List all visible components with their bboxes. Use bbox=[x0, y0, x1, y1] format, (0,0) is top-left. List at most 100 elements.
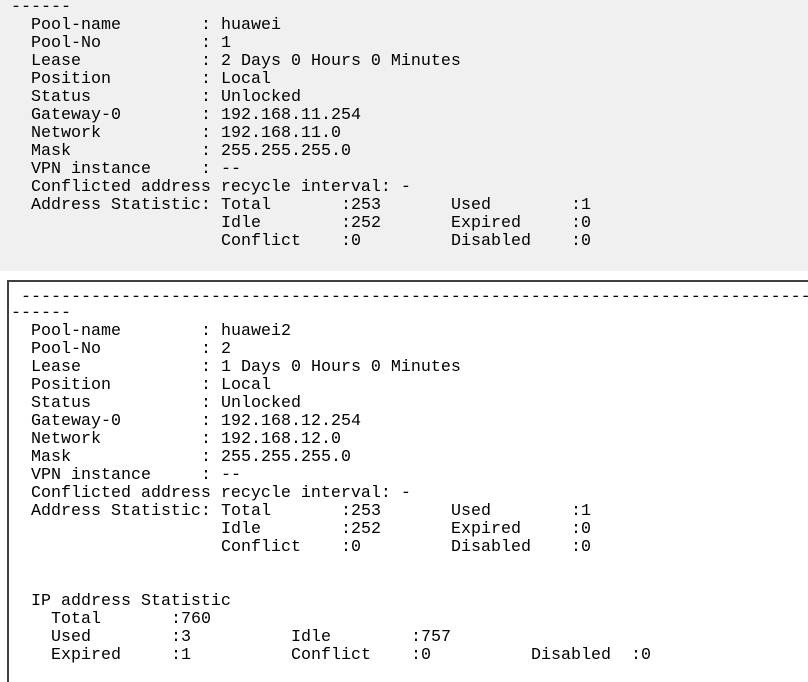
field-value-status: Unlocked bbox=[221, 394, 301, 413]
field-label-pool-name: Pool-name bbox=[31, 16, 121, 35]
ip-stat-label-used: Used bbox=[51, 628, 91, 647]
field-value-pool-no: 1 bbox=[221, 34, 231, 53]
field-colon: : bbox=[201, 394, 211, 413]
field-label-pool-no: Pool-No bbox=[31, 34, 101, 53]
field-label-mask: Mask bbox=[31, 142, 71, 161]
stat-label-used: Used bbox=[451, 196, 491, 215]
field-colon: : bbox=[201, 142, 211, 161]
short-divider: ------ bbox=[11, 304, 71, 323]
ip-stat-value-idle: :757 bbox=[411, 628, 451, 647]
field-colon: : bbox=[201, 52, 211, 71]
field-label-status: Status bbox=[31, 88, 91, 107]
stat-label-expired: Expired bbox=[451, 214, 521, 233]
field-value-gateway: 192.168.12.254 bbox=[221, 412, 361, 431]
ip-stat-label-expired: Expired bbox=[51, 646, 121, 665]
stat-value-conflict: :0 bbox=[341, 538, 361, 557]
field-label-network: Network bbox=[31, 430, 101, 449]
ip-stat-value-conflict: :0 bbox=[411, 646, 431, 665]
field-colon: : bbox=[201, 106, 211, 125]
field-label-lease: Lease bbox=[31, 52, 81, 71]
field-value-vpn: -- bbox=[221, 466, 241, 485]
stat-value-disabled: :0 bbox=[571, 232, 591, 251]
field-value-mask: 255.255.255.0 bbox=[221, 142, 351, 161]
field-colon: : bbox=[201, 412, 211, 431]
field-colon: : bbox=[201, 430, 211, 449]
stat-value-conflict: :0 bbox=[341, 232, 361, 251]
terminal-output-pool-2 bbox=[7, 280, 808, 682]
stat-label-idle: Idle bbox=[221, 520, 261, 539]
field-value-pool-no: 2 bbox=[221, 340, 231, 359]
stat-value-expired: :0 bbox=[571, 214, 591, 233]
ip-statistic-title: IP address Statistic bbox=[31, 592, 231, 611]
field-label-pool-name: Pool-name bbox=[31, 322, 121, 341]
ip-stat-value-disabled: :0 bbox=[631, 646, 651, 665]
ip-stat-value-total: :760 bbox=[171, 610, 211, 629]
field-colon: : bbox=[201, 340, 211, 359]
stat-label-expired: Expired bbox=[451, 520, 521, 539]
terminal-output-pool-1 bbox=[0, 0, 808, 271]
stat-label-used: Used bbox=[451, 502, 491, 521]
field-colon: : bbox=[201, 322, 211, 341]
field-label-pool-no: Pool-No bbox=[31, 340, 101, 359]
field-value-pool-name: huawei bbox=[221, 16, 281, 35]
stat-label-idle: Idle bbox=[221, 214, 261, 233]
field-colon: : bbox=[201, 448, 211, 467]
field-value-vpn: -- bbox=[221, 160, 241, 179]
short-divider: ------ bbox=[11, 0, 71, 17]
field-colon: : bbox=[201, 16, 211, 35]
field-value-lease: 2 Days 0 Hours 0 Minutes bbox=[221, 52, 461, 71]
field-label-position: Position bbox=[31, 376, 111, 395]
stat-label-conflict: Conflict bbox=[221, 232, 301, 251]
ip-stat-value-expired: :1 bbox=[171, 646, 191, 665]
stat-value-disabled: :0 bbox=[571, 538, 591, 557]
field-value-network: 192.168.11.0 bbox=[221, 124, 341, 143]
stat-value-total: :253 bbox=[341, 196, 381, 215]
field-label-vpn: VPN instance bbox=[31, 466, 151, 485]
long-divider: ----------------------------------------… bbox=[21, 288, 808, 307]
ip-stat-label-total: Total bbox=[51, 610, 101, 629]
address-statistic-label: Address Statistic: bbox=[31, 196, 211, 215]
stat-label-total: Total bbox=[221, 502, 271, 521]
field-value-position: Local bbox=[221, 70, 271, 89]
stat-value-idle: :252 bbox=[341, 520, 381, 539]
field-value-network: 192.168.12.0 bbox=[221, 430, 341, 449]
field-label-position: Position bbox=[31, 70, 111, 89]
ip-stat-value-used: :3 bbox=[171, 628, 191, 647]
field-colon: : bbox=[201, 124, 211, 143]
ip-stat-label-conflict: Conflict bbox=[291, 646, 371, 665]
ip-stat-label-disabled: Disabled bbox=[531, 646, 611, 665]
field-label-lease: Lease bbox=[31, 358, 81, 377]
field-colon: : bbox=[201, 358, 211, 377]
field-label-mask: Mask bbox=[31, 448, 71, 467]
field-value-gateway: 192.168.11.254 bbox=[221, 106, 361, 125]
field-label-gateway: Gateway-0 bbox=[31, 412, 121, 431]
stat-label-conflict: Conflict bbox=[221, 538, 301, 557]
field-colon: : bbox=[201, 376, 211, 395]
stat-label-disabled: Disabled bbox=[451, 538, 531, 557]
field-value-mask: 255.255.255.0 bbox=[221, 448, 351, 467]
address-statistic-label: Address Statistic: bbox=[31, 502, 211, 521]
field-label-gateway: Gateway-0 bbox=[31, 106, 121, 125]
conflicted-interval-line: Conflicted address recycle interval: - bbox=[31, 484, 411, 503]
ip-stat-label-idle: Idle bbox=[291, 628, 331, 647]
field-value-lease: 1 Days 0 Hours 0 Minutes bbox=[221, 358, 461, 377]
field-colon: : bbox=[201, 70, 211, 89]
stat-value-used: :1 bbox=[571, 502, 591, 521]
stat-value-expired: :0 bbox=[571, 520, 591, 539]
conflicted-interval-line: Conflicted address recycle interval: - bbox=[31, 178, 411, 197]
field-colon: : bbox=[201, 160, 211, 179]
field-label-network: Network bbox=[31, 124, 101, 143]
stat-value-idle: :252 bbox=[341, 214, 381, 233]
field-value-position: Local bbox=[221, 376, 271, 395]
field-label-vpn: VPN instance bbox=[31, 160, 151, 179]
stat-value-used: :1 bbox=[571, 196, 591, 215]
field-value-status: Unlocked bbox=[221, 88, 301, 107]
field-value-pool-name: huawei2 bbox=[221, 322, 291, 341]
field-colon: : bbox=[201, 466, 211, 485]
field-label-status: Status bbox=[31, 394, 91, 413]
stat-value-total: :253 bbox=[341, 502, 381, 521]
stat-label-total: Total bbox=[221, 196, 271, 215]
stat-label-disabled: Disabled bbox=[451, 232, 531, 251]
field-colon: : bbox=[201, 88, 211, 107]
field-colon: : bbox=[201, 34, 211, 53]
